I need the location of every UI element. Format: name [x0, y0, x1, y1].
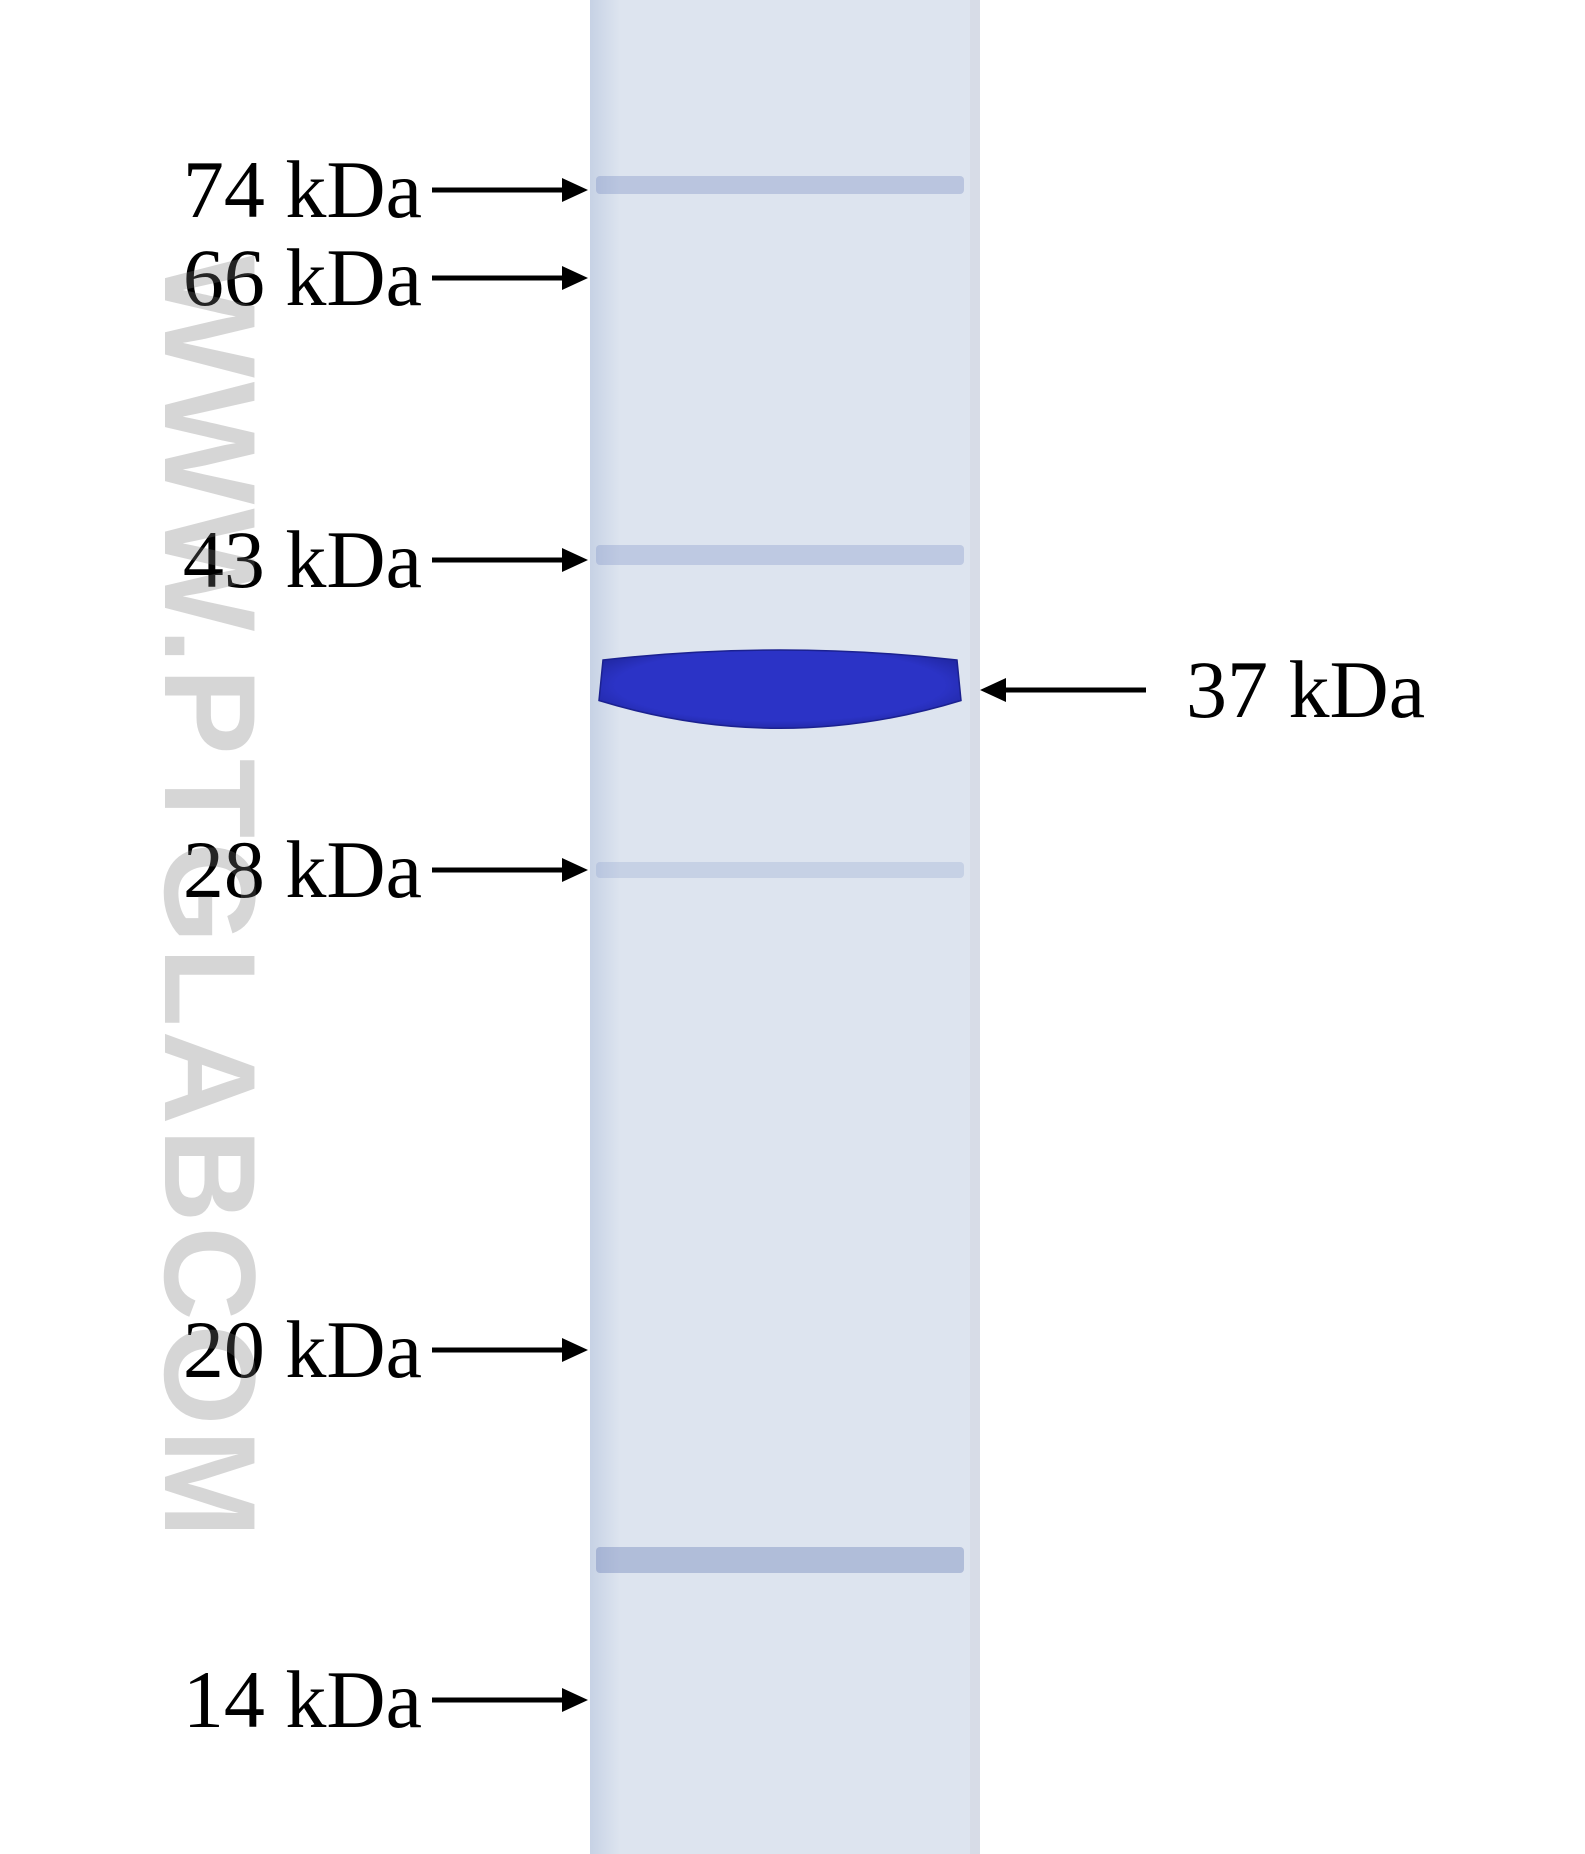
- protein-band-main: [595, 640, 965, 750]
- faint-band: [596, 545, 964, 565]
- marker-arrow: [432, 1688, 588, 1712]
- faint-band: [596, 176, 964, 194]
- ladder-marker: 20 kDa: [0, 1301, 588, 1399]
- ladder-marker: 74 kDa: [0, 141, 588, 239]
- marker-arrow: [432, 548, 588, 572]
- ladder-marker-label: 14 kDa: [183, 1653, 422, 1747]
- marker-arrow: [432, 858, 588, 882]
- ladder-marker: 43 kDa: [0, 511, 588, 609]
- faint-band: [596, 1547, 964, 1573]
- marker-arrow: [432, 266, 588, 290]
- ladder-marker: 14 kDa: [0, 1651, 588, 1749]
- marker-arrow: [432, 1338, 588, 1362]
- gel-lane: [590, 0, 970, 1854]
- band-marker: 37 kDa: [980, 641, 1425, 739]
- ladder-marker-label: 66 kDa: [183, 231, 422, 325]
- ladder-marker-label: 74 kDa: [183, 143, 422, 237]
- ladder-marker-label: 28 kDa: [183, 823, 422, 917]
- ladder-marker: 28 kDa: [0, 821, 588, 919]
- ladder-marker: 66 kDa: [0, 229, 588, 327]
- marker-arrow: [980, 678, 1146, 702]
- faint-band: [596, 862, 964, 878]
- band-marker-label: 37 kDa: [1186, 643, 1425, 737]
- ladder-marker-label: 20 kDa: [183, 1303, 422, 1397]
- marker-arrow: [432, 178, 588, 202]
- gel-lane-shadow-right: [970, 0, 980, 1854]
- ladder-marker-label: 43 kDa: [183, 513, 422, 607]
